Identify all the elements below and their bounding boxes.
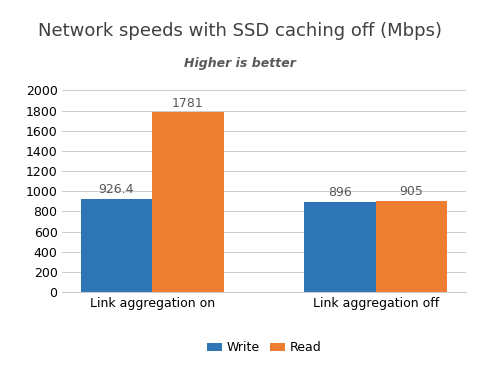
Text: 926.4: 926.4 [99,183,134,196]
Bar [81,199,152,292]
Text: 1781: 1781 [172,97,204,110]
Legend: Write, Read: Write, Read [202,337,326,360]
Text: 896: 896 [328,186,352,199]
Bar [152,112,224,292]
Bar [376,201,447,292]
Bar [304,202,376,292]
Text: Network speeds with SSD caching off (Mbps): Network speeds with SSD caching off (Mbp… [38,22,442,40]
Text: 905: 905 [399,185,423,198]
Text: Higher is better: Higher is better [184,57,296,70]
